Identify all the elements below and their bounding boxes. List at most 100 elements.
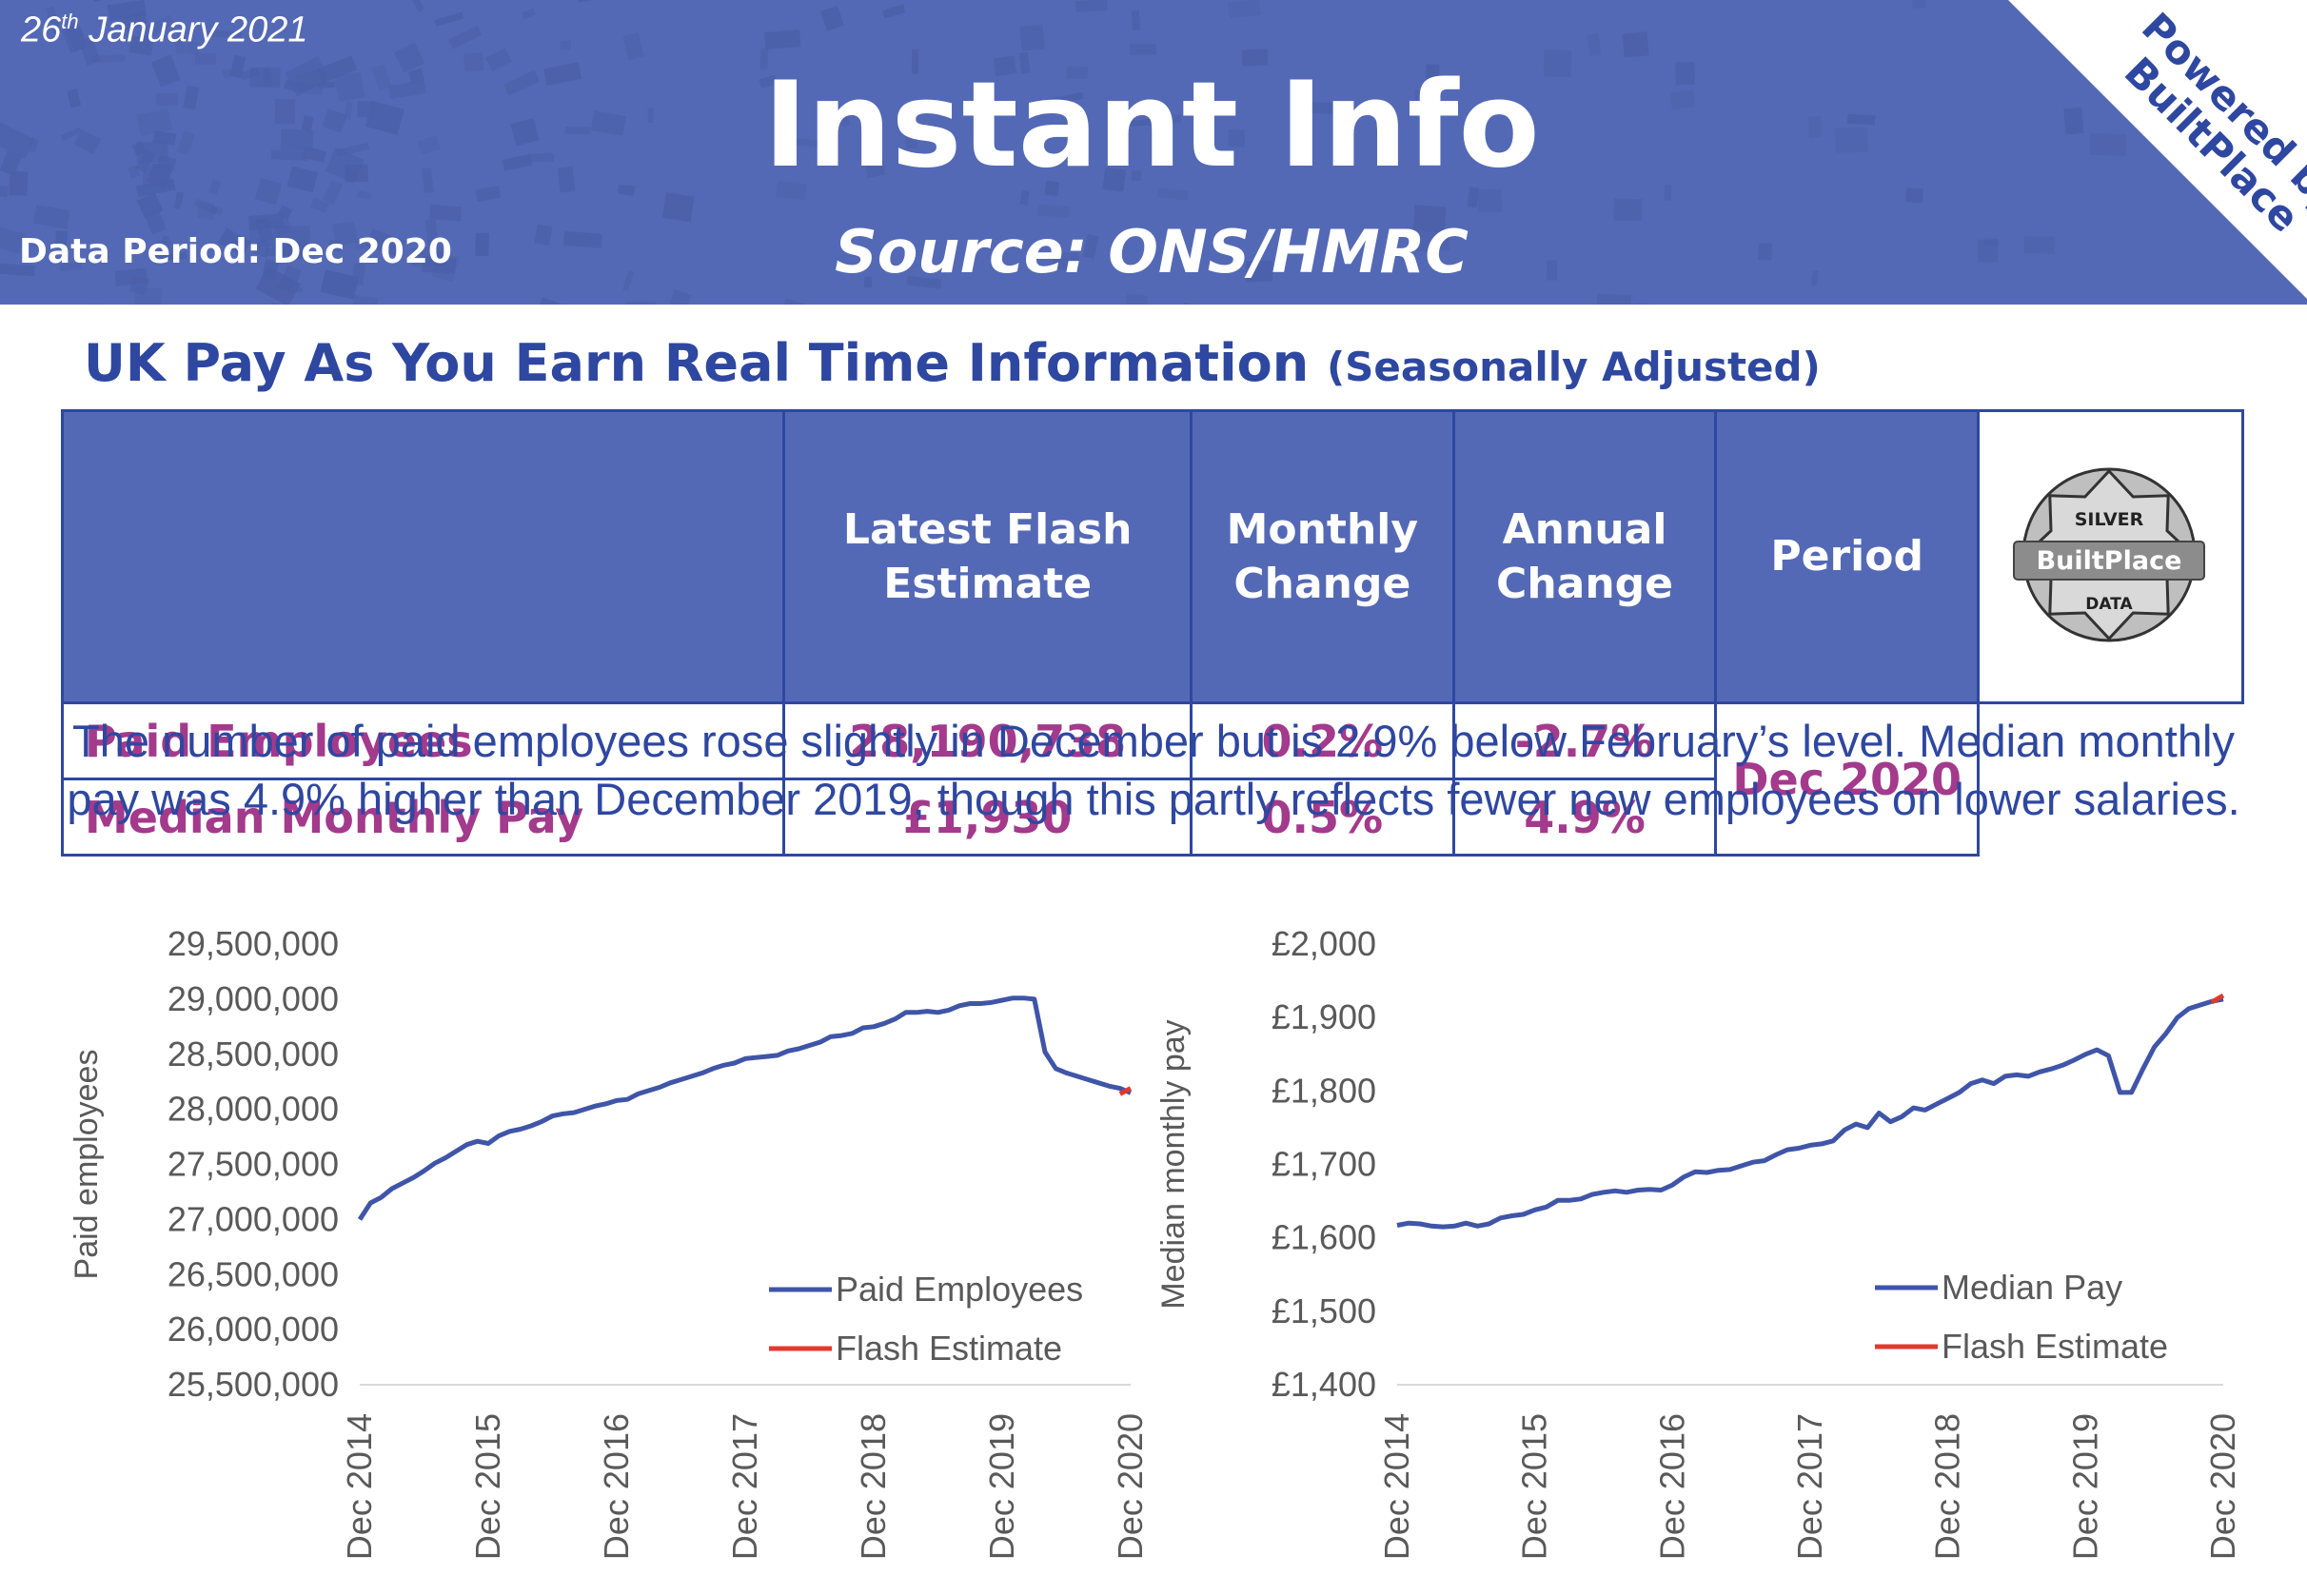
map-block — [128, 35, 154, 56]
map-block — [881, 4, 906, 19]
map-block — [776, 180, 808, 201]
map-block — [424, 218, 439, 246]
map-block — [463, 52, 484, 72]
map-block — [1622, 31, 1649, 58]
map-block — [522, 8, 536, 20]
badge-cell: SILVER BuiltPlace DATA — [1976, 409, 2245, 704]
y-tick-label: 27,500,000 — [168, 1145, 339, 1184]
map-block — [759, 74, 779, 89]
powered-by-corner — [2008, 0, 2307, 299]
estimate-paid-employees: 28,190,738 — [782, 701, 1193, 780]
y-axis-title: Median monthly pay — [1155, 1019, 1192, 1309]
map-block — [30, 239, 44, 247]
map-block — [355, 236, 379, 249]
map-block — [1131, 10, 1141, 31]
map-block — [371, 64, 392, 91]
map-block — [1596, 293, 1632, 305]
map-block — [1121, 118, 1154, 128]
map-block — [176, 130, 195, 156]
map-block — [417, 135, 442, 156]
map-block — [1173, 114, 1182, 124]
map-block — [840, 115, 851, 128]
map-block — [565, 127, 590, 134]
map-block — [1810, 269, 1819, 286]
map-block — [1156, 187, 1189, 201]
map-block — [1911, 0, 1926, 9]
map-block — [1044, 180, 1060, 197]
map-block — [254, 177, 283, 206]
map-block — [356, 101, 374, 118]
map-block — [410, 0, 424, 12]
map-block — [0, 183, 10, 198]
map-block — [187, 40, 200, 55]
map-block — [1066, 66, 1088, 79]
map-block — [784, 298, 805, 305]
map-block — [266, 248, 289, 256]
map-block — [911, 49, 919, 74]
map-block — [1046, 91, 1084, 107]
legend-label: Flash Estimate — [836, 1329, 1062, 1368]
map-block — [669, 288, 692, 305]
map-block — [1053, 252, 1079, 269]
map-block — [1245, 260, 1273, 283]
map-block — [1228, 129, 1246, 148]
x-tick-label: Dec 2020 — [1111, 1413, 1150, 1560]
map-block — [447, 25, 483, 49]
annual-change-paid-employees: -2.7% — [1451, 701, 1718, 780]
y-tick-label: 25,500,000 — [168, 1365, 339, 1404]
series-line-flash-estimate — [1118, 1086, 1133, 1096]
map-block — [317, 55, 358, 84]
map-block — [618, 184, 636, 196]
map-block — [534, 224, 553, 246]
map-block — [158, 251, 187, 262]
x-tick-label: Dec 2019 — [982, 1413, 1021, 1560]
map-block — [9, 170, 29, 196]
map-block — [286, 166, 319, 193]
map-block — [114, 267, 148, 286]
map-block — [510, 118, 540, 147]
period-value: Dec 2020 — [1714, 701, 1980, 857]
map-block — [1834, 127, 1868, 153]
map-block — [351, 263, 365, 286]
map-block — [154, 240, 173, 259]
map-block — [365, 228, 406, 258]
map-background-texture — [0, 0, 2307, 305]
x-tick-label: Dec 2018 — [854, 1413, 893, 1560]
table-row: Paid Employees 28,190,738 0.2% -2.7% Dec… — [60, 701, 2243, 857]
map-block — [59, 262, 83, 271]
y-axis-title: Paid employees — [69, 1050, 105, 1280]
map-block — [291, 83, 324, 95]
legend-label: Paid Employees — [836, 1270, 1083, 1309]
map-block — [422, 255, 457, 275]
map-block — [1664, 184, 1672, 202]
y-tick-label: 29,500,000 — [168, 924, 339, 963]
series-line-median-pay — [1396, 996, 2224, 1230]
map-block — [1303, 101, 1338, 115]
map-block — [208, 179, 222, 196]
map-block — [2063, 107, 2084, 135]
map-block — [1425, 64, 1440, 83]
map-block — [335, 142, 370, 157]
map-block — [431, 251, 460, 283]
map-block — [183, 85, 200, 110]
row-label-paid-employees: Paid Employees — [60, 701, 786, 780]
map-block — [32, 204, 70, 229]
annual-change-median-pay: 4.9% — [1451, 778, 1718, 857]
map-block — [0, 122, 35, 160]
map-block — [503, 69, 541, 96]
map-block — [408, 68, 425, 85]
section-subtitle: (Seasonally Adjusted) — [1326, 344, 1821, 390]
data-period-label: Data Period: Dec 2020 — [19, 232, 452, 271]
x-tick-label: Dec 2018 — [1928, 1413, 1967, 1560]
map-block — [248, 219, 278, 247]
y-tick-label: £1,900 — [1272, 997, 1376, 1036]
map-block — [1414, 89, 1434, 104]
map-block — [194, 52, 217, 65]
map-block — [562, 230, 602, 249]
map-block — [429, 205, 463, 222]
map-block — [218, 227, 252, 257]
x-tick-label: Dec 2017 — [725, 1413, 764, 1560]
map-block — [150, 54, 181, 88]
map-block — [222, 69, 232, 79]
map-block — [1075, 0, 1108, 13]
